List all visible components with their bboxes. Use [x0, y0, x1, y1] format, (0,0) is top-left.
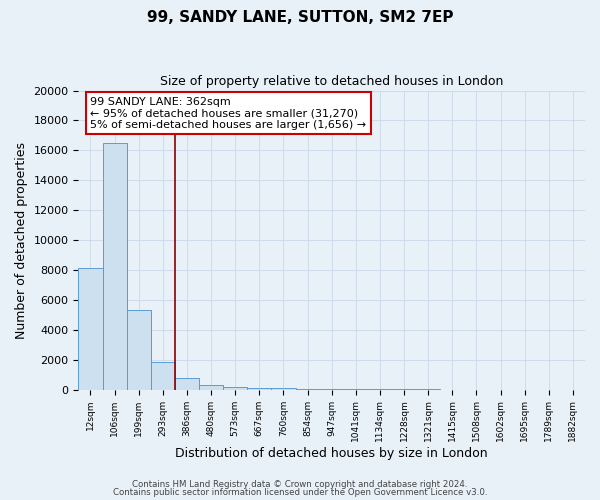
Bar: [247, 388, 271, 390]
Bar: [127, 310, 151, 390]
Title: Size of property relative to detached houses in London: Size of property relative to detached ho…: [160, 75, 503, 88]
Text: 99 SANDY LANE: 362sqm
← 95% of detached houses are smaller (31,270)
5% of semi-d: 99 SANDY LANE: 362sqm ← 95% of detached …: [91, 96, 367, 130]
Bar: [223, 388, 247, 390]
Bar: [175, 378, 199, 390]
Bar: [296, 389, 320, 390]
Text: Contains HM Land Registry data © Crown copyright and database right 2024.: Contains HM Land Registry data © Crown c…: [132, 480, 468, 489]
Bar: [79, 268, 103, 390]
Bar: [103, 143, 127, 390]
X-axis label: Distribution of detached houses by size in London: Distribution of detached houses by size …: [175, 447, 488, 460]
Y-axis label: Number of detached properties: Number of detached properties: [15, 142, 28, 338]
Text: Contains public sector information licensed under the Open Government Licence v3: Contains public sector information licen…: [113, 488, 487, 497]
Text: 99, SANDY LANE, SUTTON, SM2 7EP: 99, SANDY LANE, SUTTON, SM2 7EP: [147, 10, 453, 25]
Bar: [271, 388, 296, 390]
Bar: [199, 385, 223, 390]
Bar: [151, 362, 175, 390]
